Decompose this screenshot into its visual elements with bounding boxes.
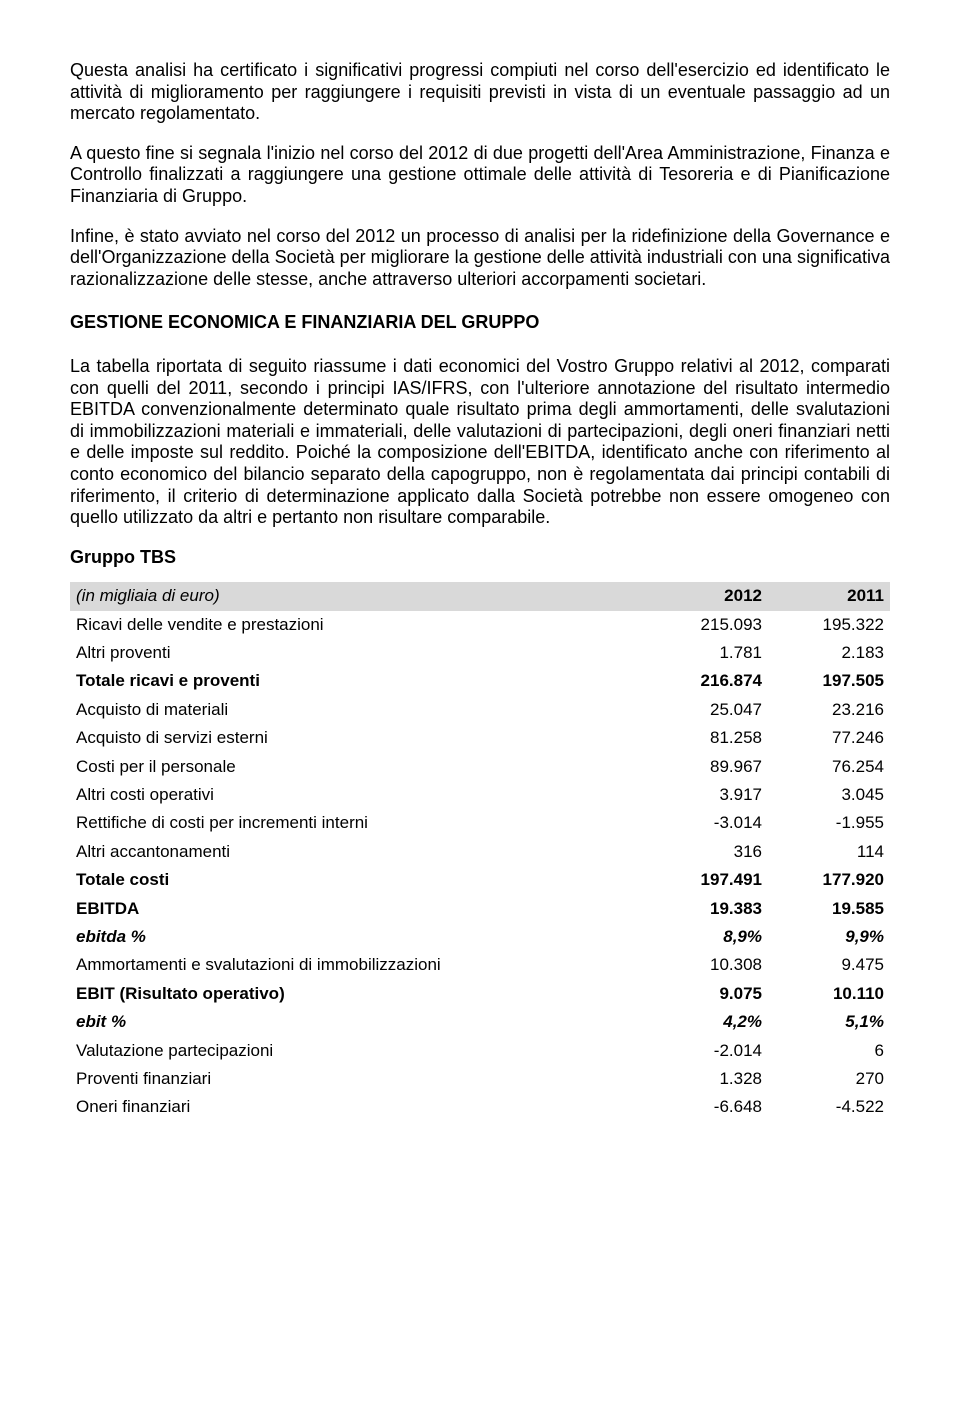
- table-title: Gruppo TBS: [70, 547, 890, 569]
- table-row: Acquisto di materiali25.04723.216: [70, 696, 890, 724]
- table-row: Rettifiche di costi per incrementi inter…: [70, 809, 890, 837]
- row-value-2012: -3.014: [646, 809, 768, 837]
- row-value-2012: -6.648: [646, 1093, 768, 1121]
- row-value-2011: 9,9%: [768, 923, 890, 951]
- row-value-2012: 10.308: [646, 951, 768, 979]
- paragraph-3: Infine, è stato avviato nel corso del 20…: [70, 226, 890, 291]
- header-year-2011: 2011: [768, 582, 890, 610]
- row-label: Rettifiche di costi per incrementi inter…: [70, 809, 646, 837]
- header-label: (in migliaia di euro): [70, 582, 646, 610]
- row-label: ebitda %: [70, 923, 646, 951]
- row-label: Proventi finanziari: [70, 1065, 646, 1093]
- paragraph-2: A questo fine si segnala l'inizio nel co…: [70, 143, 890, 208]
- row-label: Ricavi delle vendite e prestazioni: [70, 611, 646, 639]
- table-row: Altri costi operativi3.9173.045: [70, 781, 890, 809]
- row-value-2012: 9.075: [646, 980, 768, 1008]
- row-value-2011: 76.254: [768, 753, 890, 781]
- table-row: Oneri finanziari-6.648-4.522: [70, 1093, 890, 1121]
- row-value-2011: 3.045: [768, 781, 890, 809]
- row-value-2012: 1.781: [646, 639, 768, 667]
- row-label: Acquisto di materiali: [70, 696, 646, 724]
- row-label: Totale ricavi e proventi: [70, 667, 646, 695]
- table-row: Altri proventi1.7812.183: [70, 639, 890, 667]
- row-label: Oneri finanziari: [70, 1093, 646, 1121]
- row-label: EBITDA: [70, 895, 646, 923]
- table-row: Ricavi delle vendite e prestazioni215.09…: [70, 611, 890, 639]
- row-value-2011: 5,1%: [768, 1008, 890, 1036]
- row-value-2011: 197.505: [768, 667, 890, 695]
- row-label: Altri accantonamenti: [70, 838, 646, 866]
- row-value-2011: 10.110: [768, 980, 890, 1008]
- row-value-2012: 81.258: [646, 724, 768, 752]
- row-value-2011: 9.475: [768, 951, 890, 979]
- table-row: Ammortamenti e svalutazioni di immobiliz…: [70, 951, 890, 979]
- table-row: Costi per il personale89.96776.254: [70, 753, 890, 781]
- row-value-2012: 19.383: [646, 895, 768, 923]
- table-row: Proventi finanziari1.328270: [70, 1065, 890, 1093]
- table-body: Ricavi delle vendite e prestazioni215.09…: [70, 611, 890, 1122]
- row-value-2011: -1.955: [768, 809, 890, 837]
- row-value-2011: 2.183: [768, 639, 890, 667]
- row-label: Ammortamenti e svalutazioni di immobiliz…: [70, 951, 646, 979]
- row-value-2012: 197.491: [646, 866, 768, 894]
- row-value-2012: 215.093: [646, 611, 768, 639]
- row-value-2012: 3.917: [646, 781, 768, 809]
- financial-table: (in migliaia di euro) 2012 2011 Ricavi d…: [70, 582, 890, 1121]
- row-label: Altri proventi: [70, 639, 646, 667]
- row-value-2012: 89.967: [646, 753, 768, 781]
- table-row: EBITDA19.38319.585: [70, 895, 890, 923]
- row-label: EBIT (Risultato operativo): [70, 980, 646, 1008]
- row-value-2011: 23.216: [768, 696, 890, 724]
- row-value-2011: -4.522: [768, 1093, 890, 1121]
- table-row: Totale costi197.491177.920: [70, 866, 890, 894]
- table-row: EBIT (Risultato operativo)9.07510.110: [70, 980, 890, 1008]
- table-row: ebitda %8,9%9,9%: [70, 923, 890, 951]
- row-value-2012: 8,9%: [646, 923, 768, 951]
- row-value-2012: 25.047: [646, 696, 768, 724]
- row-value-2011: 77.246: [768, 724, 890, 752]
- row-label: Valutazione partecipazioni: [70, 1037, 646, 1065]
- row-value-2011: 19.585: [768, 895, 890, 923]
- row-label: Totale costi: [70, 866, 646, 894]
- section-heading: GESTIONE ECONOMICA E FINANZIARIA DEL GRU…: [70, 312, 890, 334]
- table-header-row: (in migliaia di euro) 2012 2011: [70, 582, 890, 610]
- row-value-2011: 177.920: [768, 866, 890, 894]
- row-value-2011: 195.322: [768, 611, 890, 639]
- row-label: Costi per il personale: [70, 753, 646, 781]
- table-row: Altri accantonamenti316114: [70, 838, 890, 866]
- row-label: Acquisto di servizi esterni: [70, 724, 646, 752]
- paragraph-4: La tabella riportata di seguito riassume…: [70, 356, 890, 529]
- paragraph-1: Questa analisi ha certificato i signific…: [70, 60, 890, 125]
- row-value-2012: 216.874: [646, 667, 768, 695]
- header-year-2012: 2012: [646, 582, 768, 610]
- row-value-2011: 6: [768, 1037, 890, 1065]
- row-value-2012: 1.328: [646, 1065, 768, 1093]
- table-row: Totale ricavi e proventi216.874197.505: [70, 667, 890, 695]
- row-value-2011: 114: [768, 838, 890, 866]
- row-label: ebit %: [70, 1008, 646, 1036]
- row-value-2012: 316: [646, 838, 768, 866]
- row-value-2012: 4,2%: [646, 1008, 768, 1036]
- row-value-2012: -2.014: [646, 1037, 768, 1065]
- table-row: ebit %4,2%5,1%: [70, 1008, 890, 1036]
- table-row: Acquisto di servizi esterni81.25877.246: [70, 724, 890, 752]
- table-row: Valutazione partecipazioni-2.0146: [70, 1037, 890, 1065]
- row-label: Altri costi operativi: [70, 781, 646, 809]
- row-value-2011: 270: [768, 1065, 890, 1093]
